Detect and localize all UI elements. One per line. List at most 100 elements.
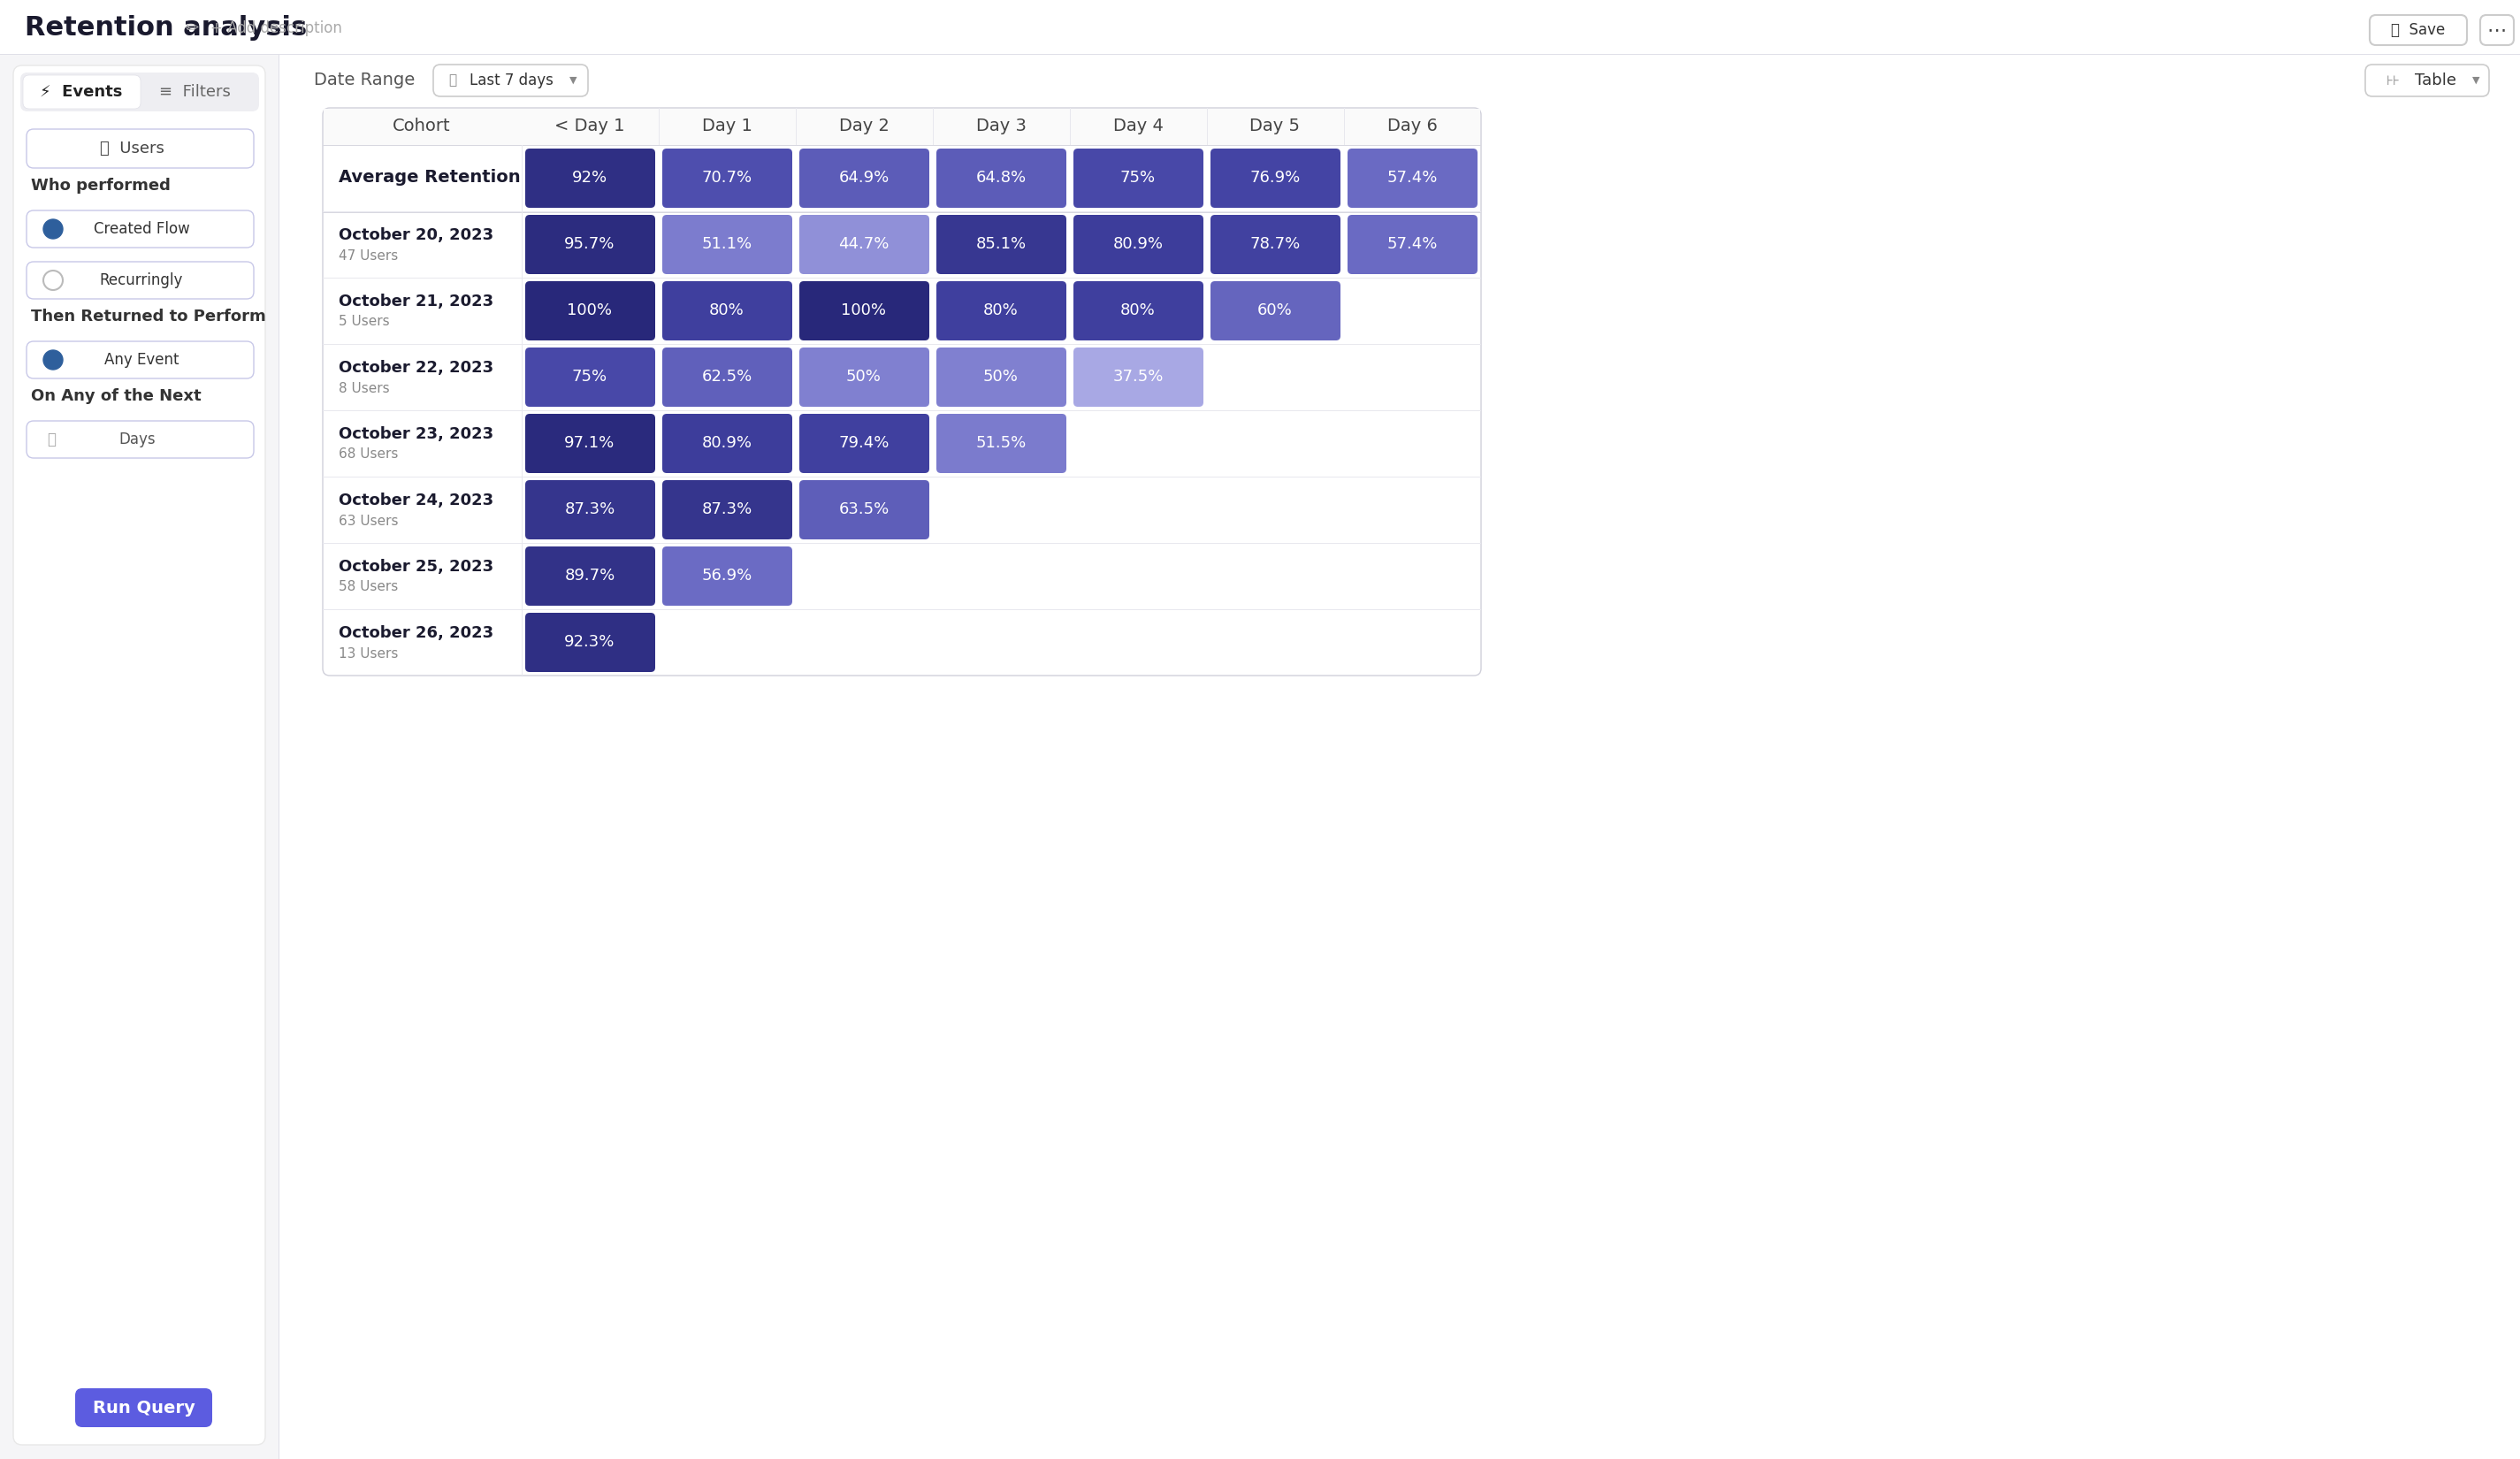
Text: 76.9%: 76.9% [1250, 169, 1300, 185]
Text: ⋯: ⋯ [2487, 22, 2507, 39]
Text: 80%: 80% [1121, 302, 1157, 318]
FancyBboxPatch shape [28, 341, 255, 378]
Text: Day 5: Day 5 [1250, 118, 1300, 134]
Text: ▼: ▼ [2472, 76, 2480, 85]
Text: 75%: 75% [572, 369, 607, 385]
FancyBboxPatch shape [2369, 15, 2467, 45]
FancyBboxPatch shape [663, 547, 791, 605]
Text: October 23, 2023: October 23, 2023 [338, 426, 494, 442]
Text: Last 7 days: Last 7 days [469, 73, 552, 89]
FancyBboxPatch shape [1348, 149, 1477, 207]
Text: ⊦⊦: ⊦⊦ [2386, 74, 2402, 88]
Text: 📅: 📅 [449, 74, 456, 88]
Text: Run Query: Run Query [93, 1399, 194, 1417]
Text: 80.9%: 80.9% [701, 435, 751, 451]
Text: 60%: 60% [1257, 302, 1293, 318]
FancyBboxPatch shape [937, 414, 1066, 473]
Text: 68 Users: 68 Users [338, 448, 398, 461]
FancyBboxPatch shape [663, 347, 791, 407]
Text: October 26, 2023: October 26, 2023 [338, 624, 494, 641]
FancyBboxPatch shape [799, 347, 930, 407]
Text: 95.7%: 95.7% [564, 236, 615, 252]
Text: < Day 1: < Day 1 [554, 118, 625, 134]
FancyBboxPatch shape [663, 282, 791, 340]
FancyBboxPatch shape [524, 282, 655, 340]
FancyBboxPatch shape [524, 414, 655, 473]
Text: 78.7%: 78.7% [1250, 236, 1300, 252]
Text: 100%: 100% [567, 302, 612, 318]
FancyBboxPatch shape [799, 480, 930, 540]
Text: ▼: ▼ [570, 76, 577, 85]
Text: 80%: 80% [708, 302, 743, 318]
Text: 85.1%: 85.1% [975, 236, 1026, 252]
Text: 💾  Save: 💾 Save [2391, 22, 2444, 38]
Text: 70.7%: 70.7% [701, 169, 751, 185]
Text: Who performed: Who performed [30, 178, 171, 194]
FancyBboxPatch shape [663, 414, 791, 473]
FancyBboxPatch shape [13, 66, 265, 1444]
FancyBboxPatch shape [28, 420, 255, 458]
Text: 87.3%: 87.3% [701, 502, 751, 518]
Text: On Any of the Next: On Any of the Next [30, 388, 202, 404]
FancyBboxPatch shape [663, 149, 791, 207]
Text: 75%: 75% [1121, 169, 1157, 185]
Text: Cohort: Cohort [393, 118, 451, 134]
Text: 63 Users: 63 Users [338, 514, 398, 528]
FancyBboxPatch shape [524, 480, 655, 540]
FancyBboxPatch shape [663, 214, 791, 274]
FancyBboxPatch shape [524, 547, 655, 605]
Text: Created Flow: Created Flow [93, 222, 189, 236]
Text: 80.9%: 80.9% [1114, 236, 1164, 252]
Text: 64.8%: 64.8% [975, 169, 1026, 185]
Text: October 22, 2023: October 22, 2023 [338, 360, 494, 376]
Text: 5 Users: 5 Users [338, 315, 391, 328]
FancyBboxPatch shape [937, 282, 1066, 340]
Text: 51.5%: 51.5% [975, 435, 1026, 451]
Text: Day 6: Day 6 [1386, 118, 1436, 134]
Text: 56.9%: 56.9% [701, 568, 751, 584]
Text: 79.4%: 79.4% [839, 435, 890, 451]
FancyBboxPatch shape [28, 128, 255, 168]
Text: 92.3%: 92.3% [564, 635, 615, 649]
FancyBboxPatch shape [524, 149, 655, 207]
Circle shape [43, 219, 63, 239]
Text: Any Event: Any Event [103, 352, 179, 368]
FancyBboxPatch shape [23, 76, 141, 109]
Text: October 25, 2023: October 25, 2023 [338, 559, 494, 575]
Text: 92%: 92% [572, 169, 607, 185]
Text: 97.1%: 97.1% [564, 435, 615, 451]
FancyBboxPatch shape [799, 282, 930, 340]
FancyBboxPatch shape [1210, 149, 1341, 207]
Text: 13 Users: 13 Users [338, 646, 398, 659]
Text: 80%: 80% [983, 302, 1018, 318]
FancyBboxPatch shape [323, 108, 1482, 676]
FancyBboxPatch shape [28, 261, 255, 299]
Text: October 20, 2023: October 20, 2023 [338, 228, 494, 244]
Text: Average Retention: Average Retention [338, 169, 522, 187]
Text: 57.4%: 57.4% [1386, 236, 1436, 252]
FancyBboxPatch shape [663, 480, 791, 540]
Text: Days: Days [118, 432, 156, 448]
FancyBboxPatch shape [799, 149, 930, 207]
FancyBboxPatch shape [1074, 214, 1205, 274]
FancyBboxPatch shape [937, 214, 1066, 274]
Text: 100%: 100% [842, 302, 887, 318]
FancyBboxPatch shape [433, 64, 587, 96]
Text: 64.9%: 64.9% [839, 169, 890, 185]
Circle shape [43, 270, 63, 290]
FancyBboxPatch shape [1348, 214, 1477, 274]
FancyBboxPatch shape [524, 214, 655, 274]
FancyBboxPatch shape [76, 1389, 212, 1427]
Text: 89.7%: 89.7% [564, 568, 615, 584]
Bar [0, 0, 2520, 55]
Text: Retention analysis: Retention analysis [25, 16, 307, 41]
FancyBboxPatch shape [1210, 214, 1341, 274]
FancyBboxPatch shape [799, 214, 930, 274]
Text: Then Returned to Perform: Then Returned to Perform [30, 309, 267, 324]
FancyBboxPatch shape [2480, 15, 2515, 45]
Bar [323, 109, 1479, 144]
Text: ≡  Filters: ≡ Filters [159, 85, 229, 99]
Text: 37.5%: 37.5% [1114, 369, 1164, 385]
Text: ⚡  Events: ⚡ Events [40, 85, 123, 99]
Text: October 21, 2023: October 21, 2023 [338, 293, 494, 309]
